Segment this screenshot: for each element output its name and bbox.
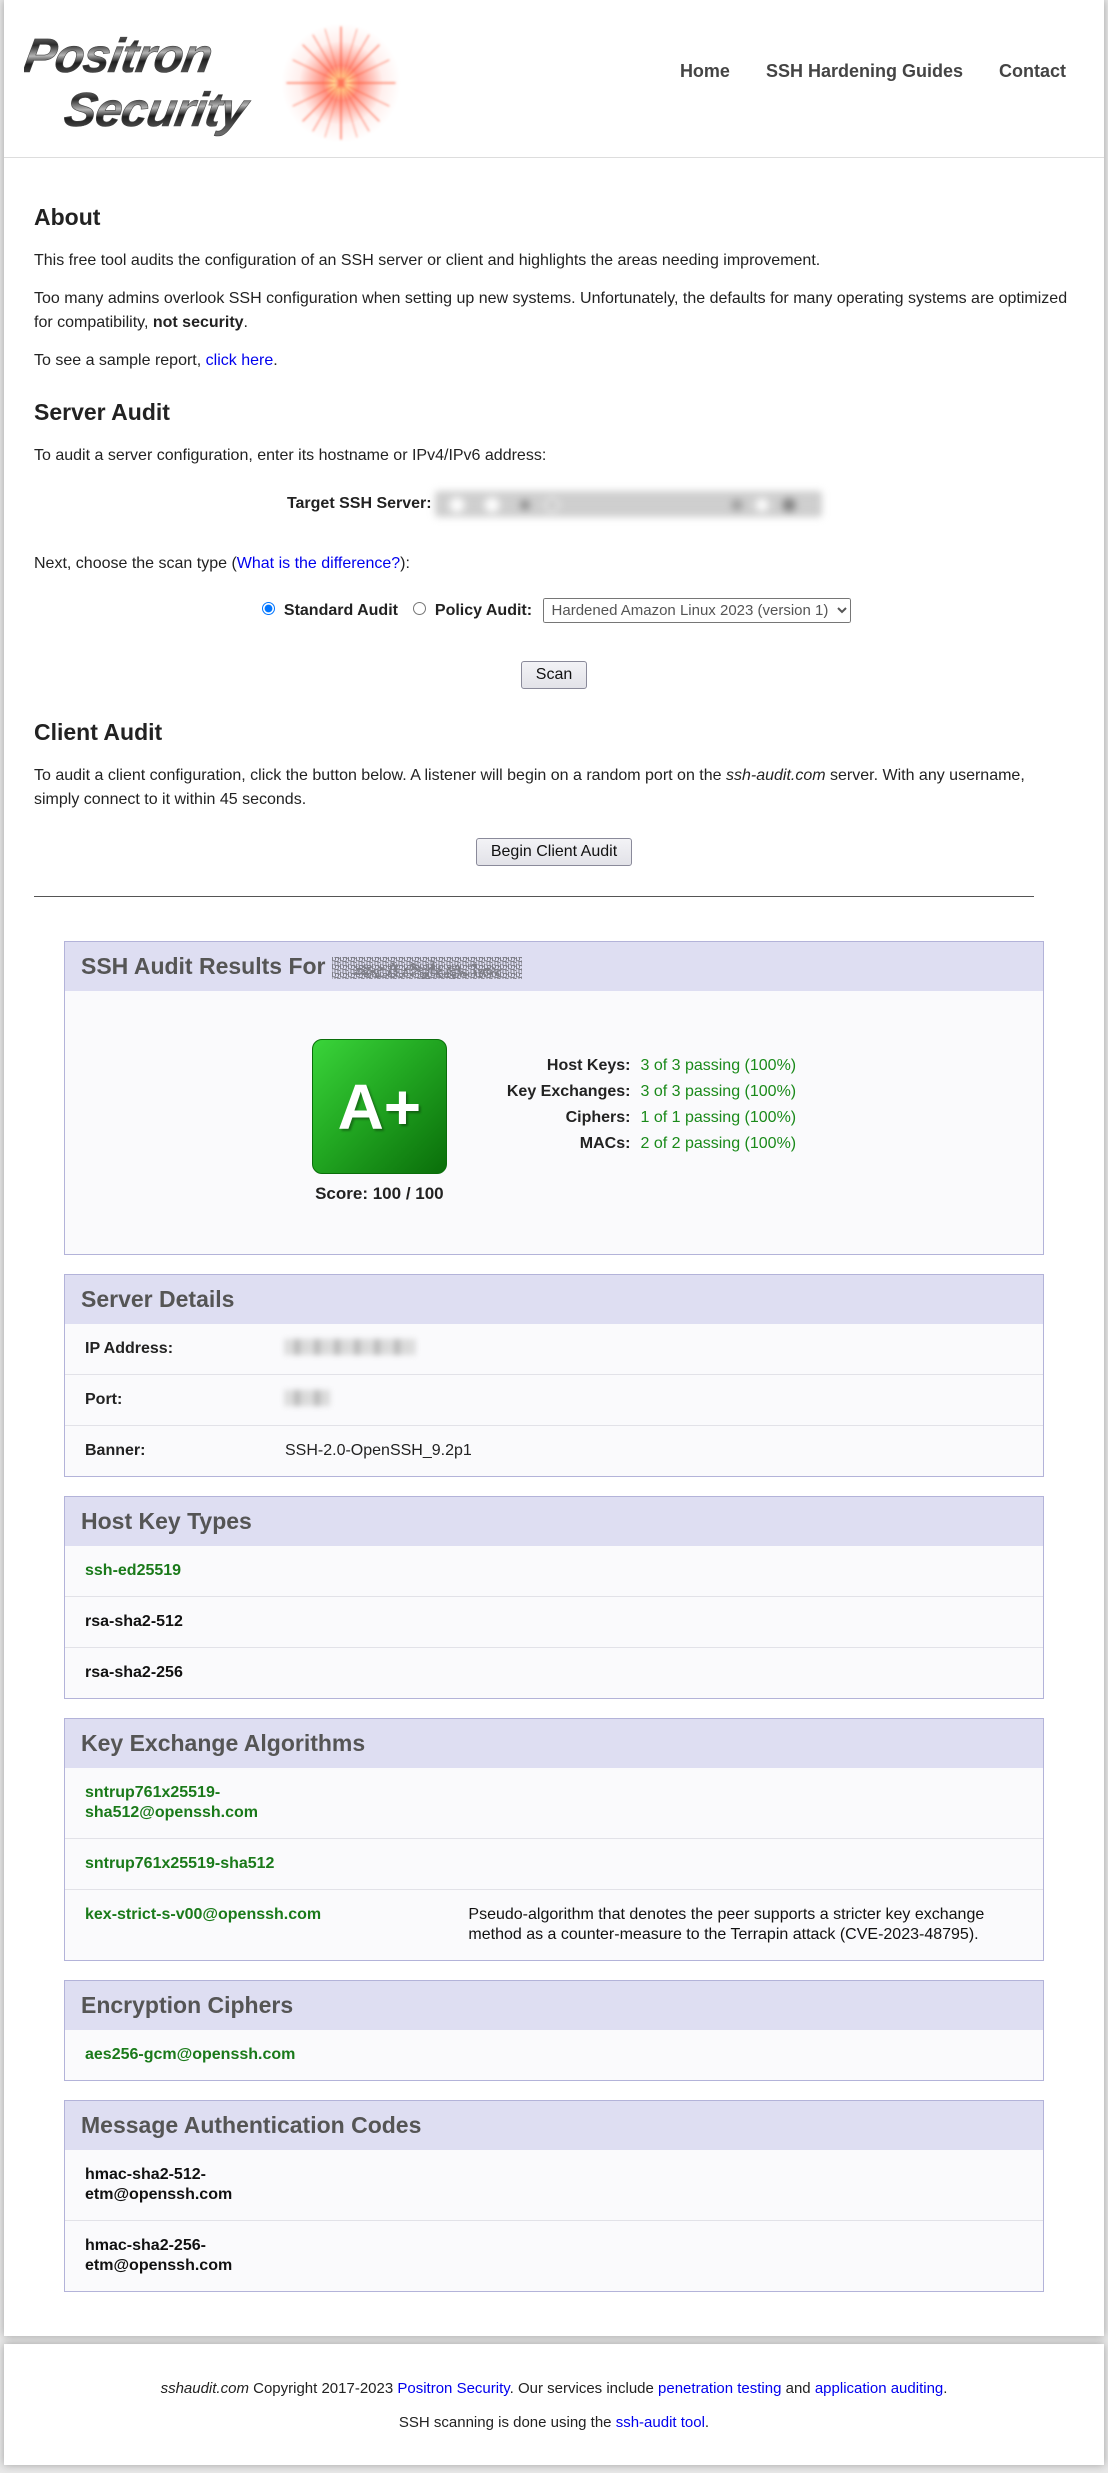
- svg-text:abcd.efgh.ijk.lmn: abcd.efgh.ijk.lmn: [352, 958, 500, 978]
- svg-text:Positron: Positron: [24, 29, 216, 83]
- svg-text:Security: Security: [60, 83, 254, 137]
